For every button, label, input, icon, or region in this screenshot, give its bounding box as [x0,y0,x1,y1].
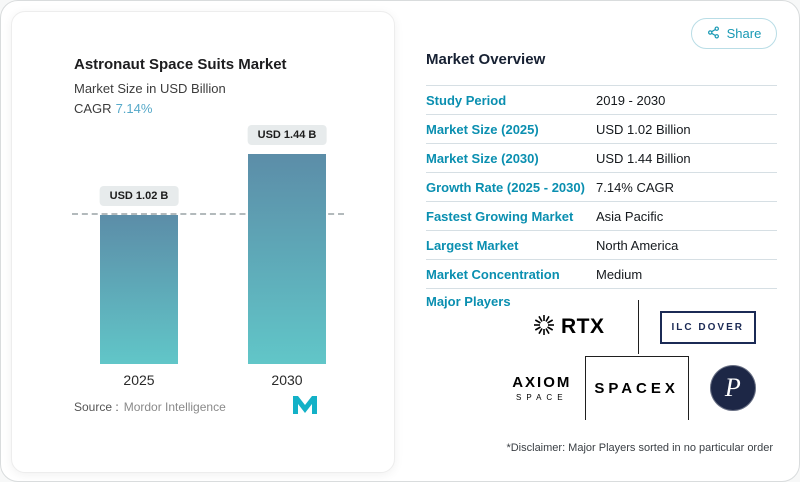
bar-2030 [248,154,326,364]
x-axis-label-2025: 2025 [123,372,155,388]
bar-group-2030: USD 1.44 B [247,118,327,364]
source-value: Mordor Intelligence [123,400,226,414]
rtx-logo: RTX [499,300,639,354]
spacex-logo: SPACEX [584,356,689,420]
major-players-logos: RTX ILC DOVER AXIOM SPACE SPACEX P [499,300,777,420]
ilc-dover-wordmark: ILC DOVER [659,310,756,344]
row-value: USD 1.44 Billion [596,150,691,166]
market-overview-table: Study Period 2019 - 2030 Market Size (20… [426,85,777,289]
rtx-starburst-icon [532,313,556,342]
rtx-wordmark: RTX [561,315,605,338]
row-label: Market Size (2025) [426,121,539,137]
p-monogram-icon: P [709,365,756,411]
row-label: Largest Market [426,237,519,253]
axiom-wordmark: AXIOM [512,374,572,391]
row-label: Market Size (2030) [426,150,539,166]
source-line: Source : Mordor Intelligence [74,400,226,414]
row-label: Fastest Growing Market [426,208,574,224]
ilc-dover-logo: ILC DOVER [639,300,778,354]
bar-value-label-2030: USD 1.44 B [247,125,327,145]
row-value: Asia Pacific [596,208,664,224]
chart-title: Astronaut Space Suits Market [74,56,287,73]
bar-value-label-2025: USD 1.02 B [99,186,179,206]
row-value: 2019 - 2030 [596,92,666,108]
market-overview-title: Market Overview [426,51,546,68]
threshold-dashed-line [72,213,344,215]
share-button[interactable]: Share [691,18,777,49]
row-label: Growth Rate (2025 - 2030) [426,179,585,195]
market-size-chart-card: Astronaut Space Suits Market Market Size… [11,11,395,473]
table-row-market-size-2030: Market Size (2030) USD 1.44 Billion [426,143,777,172]
table-row-market-concentration: Market Concentration Medium [426,259,777,288]
logo-row-1: RTX ILC DOVER [499,300,777,354]
table-row-growth-rate: Growth Rate (2025 - 2030) 7.14% CAGR [426,172,777,201]
source-label: Source : [74,400,119,414]
logo-row-2: AXIOM SPACE SPACEX P [499,356,777,420]
axiom-space-logo: AXIOM SPACE [499,356,585,420]
spacex-wordmark: SPACEX [594,380,679,397]
cagr-line: CAGR 7.14% [74,101,152,116]
chart-subtitle: Market Size in USD Billion [74,81,226,96]
table-row-study-period: Study Period 2019 - 2030 [426,85,777,114]
cagr-label: CAGR [74,101,112,116]
table-row-fastest-growing-market: Fastest Growing Market Asia Pacific [426,201,777,230]
table-row-market-size-2025: Market Size (2025) USD 1.02 Billion [426,114,777,143]
major-players-label: Major Players [426,294,511,309]
x-axis-label-2030: 2030 [271,372,303,388]
row-value: North America [596,237,679,253]
table-row-largest-market: Largest Market North America [426,230,777,259]
row-value: Medium [596,266,643,282]
bar-2025 [100,215,178,364]
bar-group-2025: USD 1.02 B [99,118,179,364]
axiom-space-subtext: SPACE [516,393,568,402]
share-icon [707,25,720,42]
row-value: 7.14% CAGR [596,179,675,195]
p-monogram-logo: P [689,356,777,420]
mordor-intelligence-logo-icon [292,395,318,420]
row-label: Study Period [426,92,507,108]
row-value: USD 1.02 Billion [596,121,691,137]
cagr-value: 7.14% [115,101,153,116]
disclaimer-text: *Disclaimer: Major Players sorted in no … [506,442,773,454]
row-label: Market Concentration [426,266,560,282]
bar-chart: USD 1.02 B USD 1.44 B [12,118,394,364]
share-button-label: Share [726,26,762,41]
